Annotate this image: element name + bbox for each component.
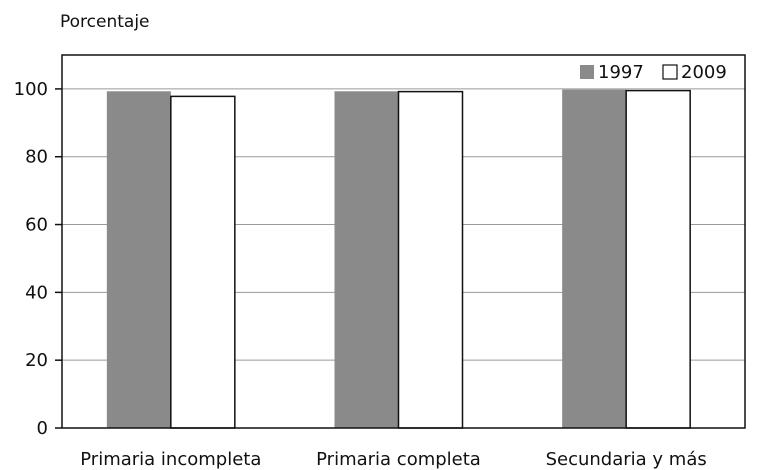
bar-1997-3 bbox=[562, 89, 627, 428]
x-category-label-3: Secundaria y más bbox=[546, 449, 707, 470]
bar-2009-2 bbox=[397, 90, 464, 429]
bars bbox=[106, 89, 691, 429]
y-axis-label: Porcentaje bbox=[60, 12, 150, 32]
x-categories: Primaria incompleta Primaria completa Secu… bbox=[80, 449, 706, 470]
y-tick-label-80: 80 bbox=[25, 147, 48, 168]
x-category-label-1: Primaria incompleta bbox=[80, 449, 261, 470]
x-category-label-2: Primaria completa bbox=[316, 449, 481, 470]
legend: 1997 2009 bbox=[580, 62, 727, 83]
y-tick-label-0: 0 bbox=[37, 418, 48, 439]
y-tick-label-60: 60 bbox=[25, 215, 48, 236]
bar-1997-2 bbox=[334, 91, 399, 429]
y-tick-label-40: 40 bbox=[25, 282, 48, 303]
y-tick-label-20: 20 bbox=[25, 350, 48, 371]
bar-1997-1 bbox=[106, 91, 171, 429]
y-ticks: 0 20 40 60 80 100 bbox=[14, 79, 62, 439]
bar-2009-3 bbox=[625, 89, 691, 429]
bar-2009-1 bbox=[170, 95, 236, 429]
plot-frame bbox=[61, 54, 746, 429]
y-tick-label-100: 100 bbox=[14, 79, 48, 100]
legend-swatch-2009 bbox=[662, 64, 678, 80]
legend-label-2009: 2009 bbox=[681, 62, 727, 83]
legend-swatch-1997 bbox=[580, 65, 594, 79]
legend-label-1997: 1997 bbox=[598, 62, 644, 83]
